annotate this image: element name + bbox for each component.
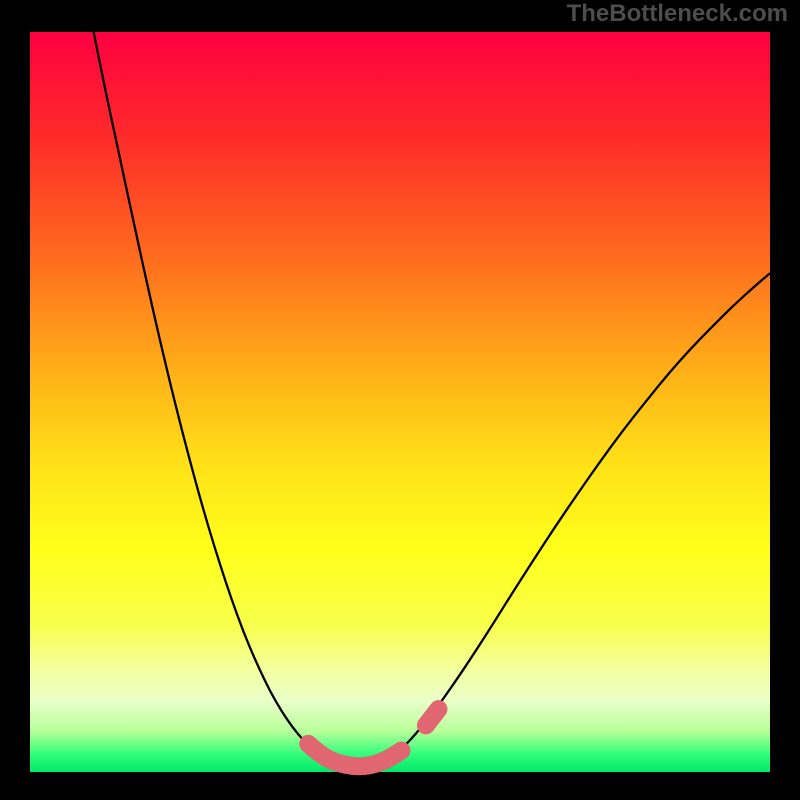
highlight-right-dot [426,709,439,725]
bottleneck-chart [0,0,800,800]
watermark-text: TheBottleneck.com [567,0,788,28]
chart-frame: { "canvas": { "width": 800, "height": 80… [0,0,800,800]
gradient-background [30,32,770,772]
